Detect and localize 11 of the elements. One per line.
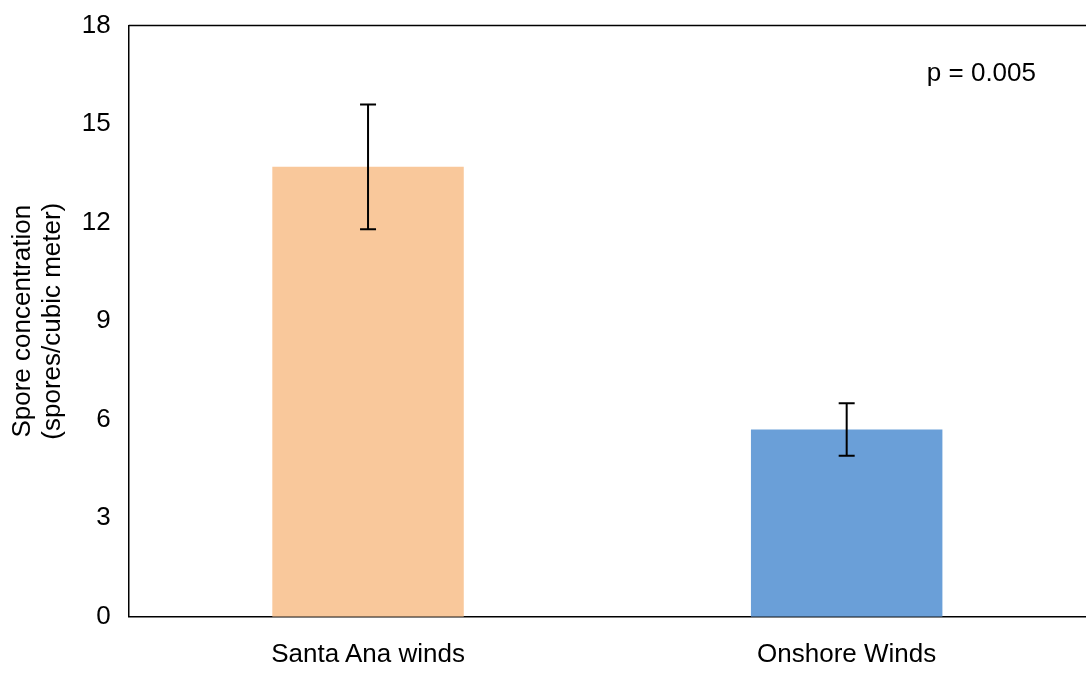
annotation: p = 0.005 <box>926 56 1036 87</box>
y-tick-label: 18 <box>81 8 111 39</box>
x-tick-label: Onshore Winds <box>757 637 937 668</box>
y-tick-label: 9 <box>96 304 111 335</box>
y-tick-label: 6 <box>96 402 111 433</box>
y-axis-title: Spore concentration (spores/cubic meter) <box>6 202 67 440</box>
y-tick-label: 15 <box>81 107 111 138</box>
y-tick-label: 12 <box>81 205 111 236</box>
y-tick-label: 0 <box>96 599 111 630</box>
x-tick-label: Santa Ana winds <box>271 637 465 668</box>
y-tick-label: 3 <box>96 501 111 532</box>
